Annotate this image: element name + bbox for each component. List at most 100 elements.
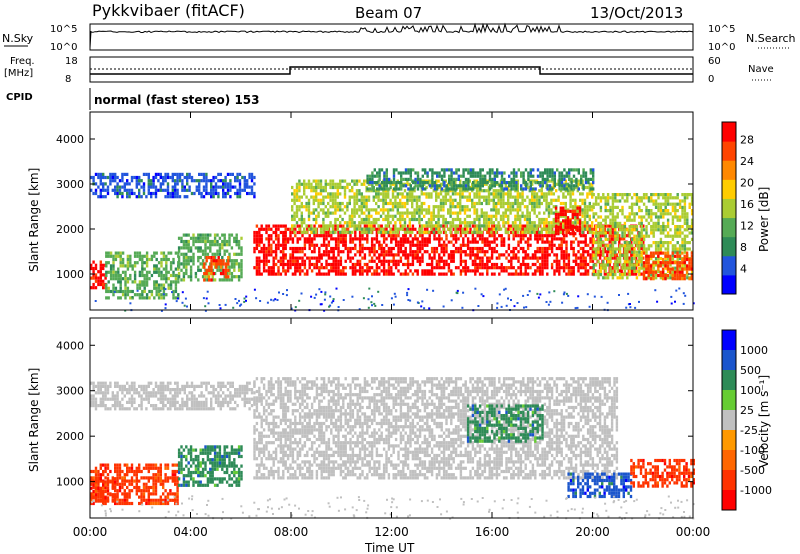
- data-cell: [426, 272, 429, 276]
- data-cell: [490, 208, 493, 212]
- data-cell: [452, 227, 455, 231]
- data-cell: [399, 192, 402, 196]
- data-cell: [373, 237, 376, 241]
- data-cell: [166, 182, 170, 186]
- data-cell: [147, 175, 150, 180]
- data-cell: [295, 189, 299, 193]
- data-cell: [406, 182, 409, 186]
- data-cell: [377, 205, 380, 209]
- data-cell: [282, 243, 285, 247]
- data-cell: [361, 243, 364, 247]
- data-cell: [300, 211, 303, 215]
- data-cell: [255, 240, 259, 244]
- data-cell: [141, 283, 144, 287]
- data-cell: [558, 181, 561, 185]
- data-cell: [475, 201, 479, 206]
- data-cell: [414, 177, 417, 181]
- data-cell: [495, 230, 498, 234]
- data-cell: [638, 196, 641, 200]
- data-cell: [517, 240, 520, 244]
- data-cell: [165, 293, 168, 297]
- data-cell: [450, 177, 453, 181]
- data-cell: [360, 227, 363, 231]
- data-cell: [107, 251, 110, 255]
- data-cell: [221, 278, 224, 282]
- data-cell: [443, 184, 446, 188]
- data-cell: [119, 273, 122, 278]
- data-cell: [234, 175, 237, 180]
- data-cell: [193, 191, 196, 196]
- data-cell: [399, 217, 402, 222]
- data-cell: [358, 272, 362, 276]
- data-cell: [469, 253, 472, 257]
- data-cell: [442, 240, 446, 244]
- data-cell: [423, 240, 427, 244]
- data-cell: [145, 195, 148, 199]
- data-cell: [564, 222, 567, 226]
- data-cell: [471, 262, 475, 267]
- data-cell: [611, 241, 615, 245]
- data-cell: [332, 253, 335, 257]
- data-cell: [512, 256, 515, 260]
- data-cell: [554, 232, 558, 236]
- data-cell: [253, 246, 256, 251]
- data-cell: [329, 211, 332, 215]
- data-cell: [562, 259, 566, 263]
- data-cell: [666, 212, 670, 216]
- data-cell: [497, 195, 500, 199]
- data-cell: [270, 253, 273, 257]
- data-cell: [105, 286, 108, 290]
- data-cell: [176, 172, 179, 176]
- data-cell: [185, 271, 188, 276]
- data-cell: [526, 217, 529, 222]
- data-cell: [330, 269, 333, 273]
- data-cell: [370, 224, 373, 228]
- data-cell: [435, 259, 439, 263]
- data-cell: [623, 269, 627, 273]
- data-cell: [267, 246, 271, 251]
- data-cell: [112, 293, 115, 297]
- data-cell: [602, 247, 605, 251]
- data-cell: [182, 262, 186, 266]
- data-cell: [318, 246, 321, 251]
- data-cell: [382, 262, 386, 267]
- data-cell: [551, 177, 554, 181]
- data-cell: [104, 188, 107, 192]
- data-cell: [411, 214, 414, 218]
- data-cell: [366, 269, 369, 273]
- data-cell: [505, 181, 508, 185]
- data-cell: [471, 240, 475, 244]
- data-cell: [109, 251, 113, 255]
- data-cell: [201, 239, 205, 244]
- data-cell: [551, 174, 554, 178]
- data-cell: [618, 244, 622, 248]
- data-cell: [664, 225, 667, 229]
- data-cell: [592, 174, 595, 178]
- data-cell: [262, 256, 266, 260]
- data-cell: [642, 202, 646, 206]
- data-cell: [618, 247, 622, 251]
- data-cell: [385, 269, 388, 273]
- data-cell: [319, 179, 323, 183]
- data-cell: [511, 208, 515, 212]
- data-cell: [182, 271, 186, 276]
- data-cell: [550, 243, 554, 247]
- data-cell: [97, 175, 100, 180]
- data-cell: [440, 243, 443, 247]
- data-cell: [136, 254, 139, 258]
- data-cell: [437, 205, 440, 209]
- data-cell: [187, 255, 190, 260]
- data-cell: [346, 253, 350, 257]
- data-cell: [368, 269, 371, 273]
- data-cell: [258, 272, 261, 276]
- data-cell: [197, 265, 200, 269]
- data-cell: [499, 198, 503, 202]
- data-cell: [383, 177, 386, 181]
- data-cell: [581, 208, 584, 212]
- data-cell: [124, 283, 127, 287]
- data-cell: [198, 188, 201, 192]
- data-cell: [546, 262, 549, 267]
- data-cell: [492, 195, 495, 199]
- data-cell: [392, 224, 395, 228]
- data-cell: [519, 269, 523, 273]
